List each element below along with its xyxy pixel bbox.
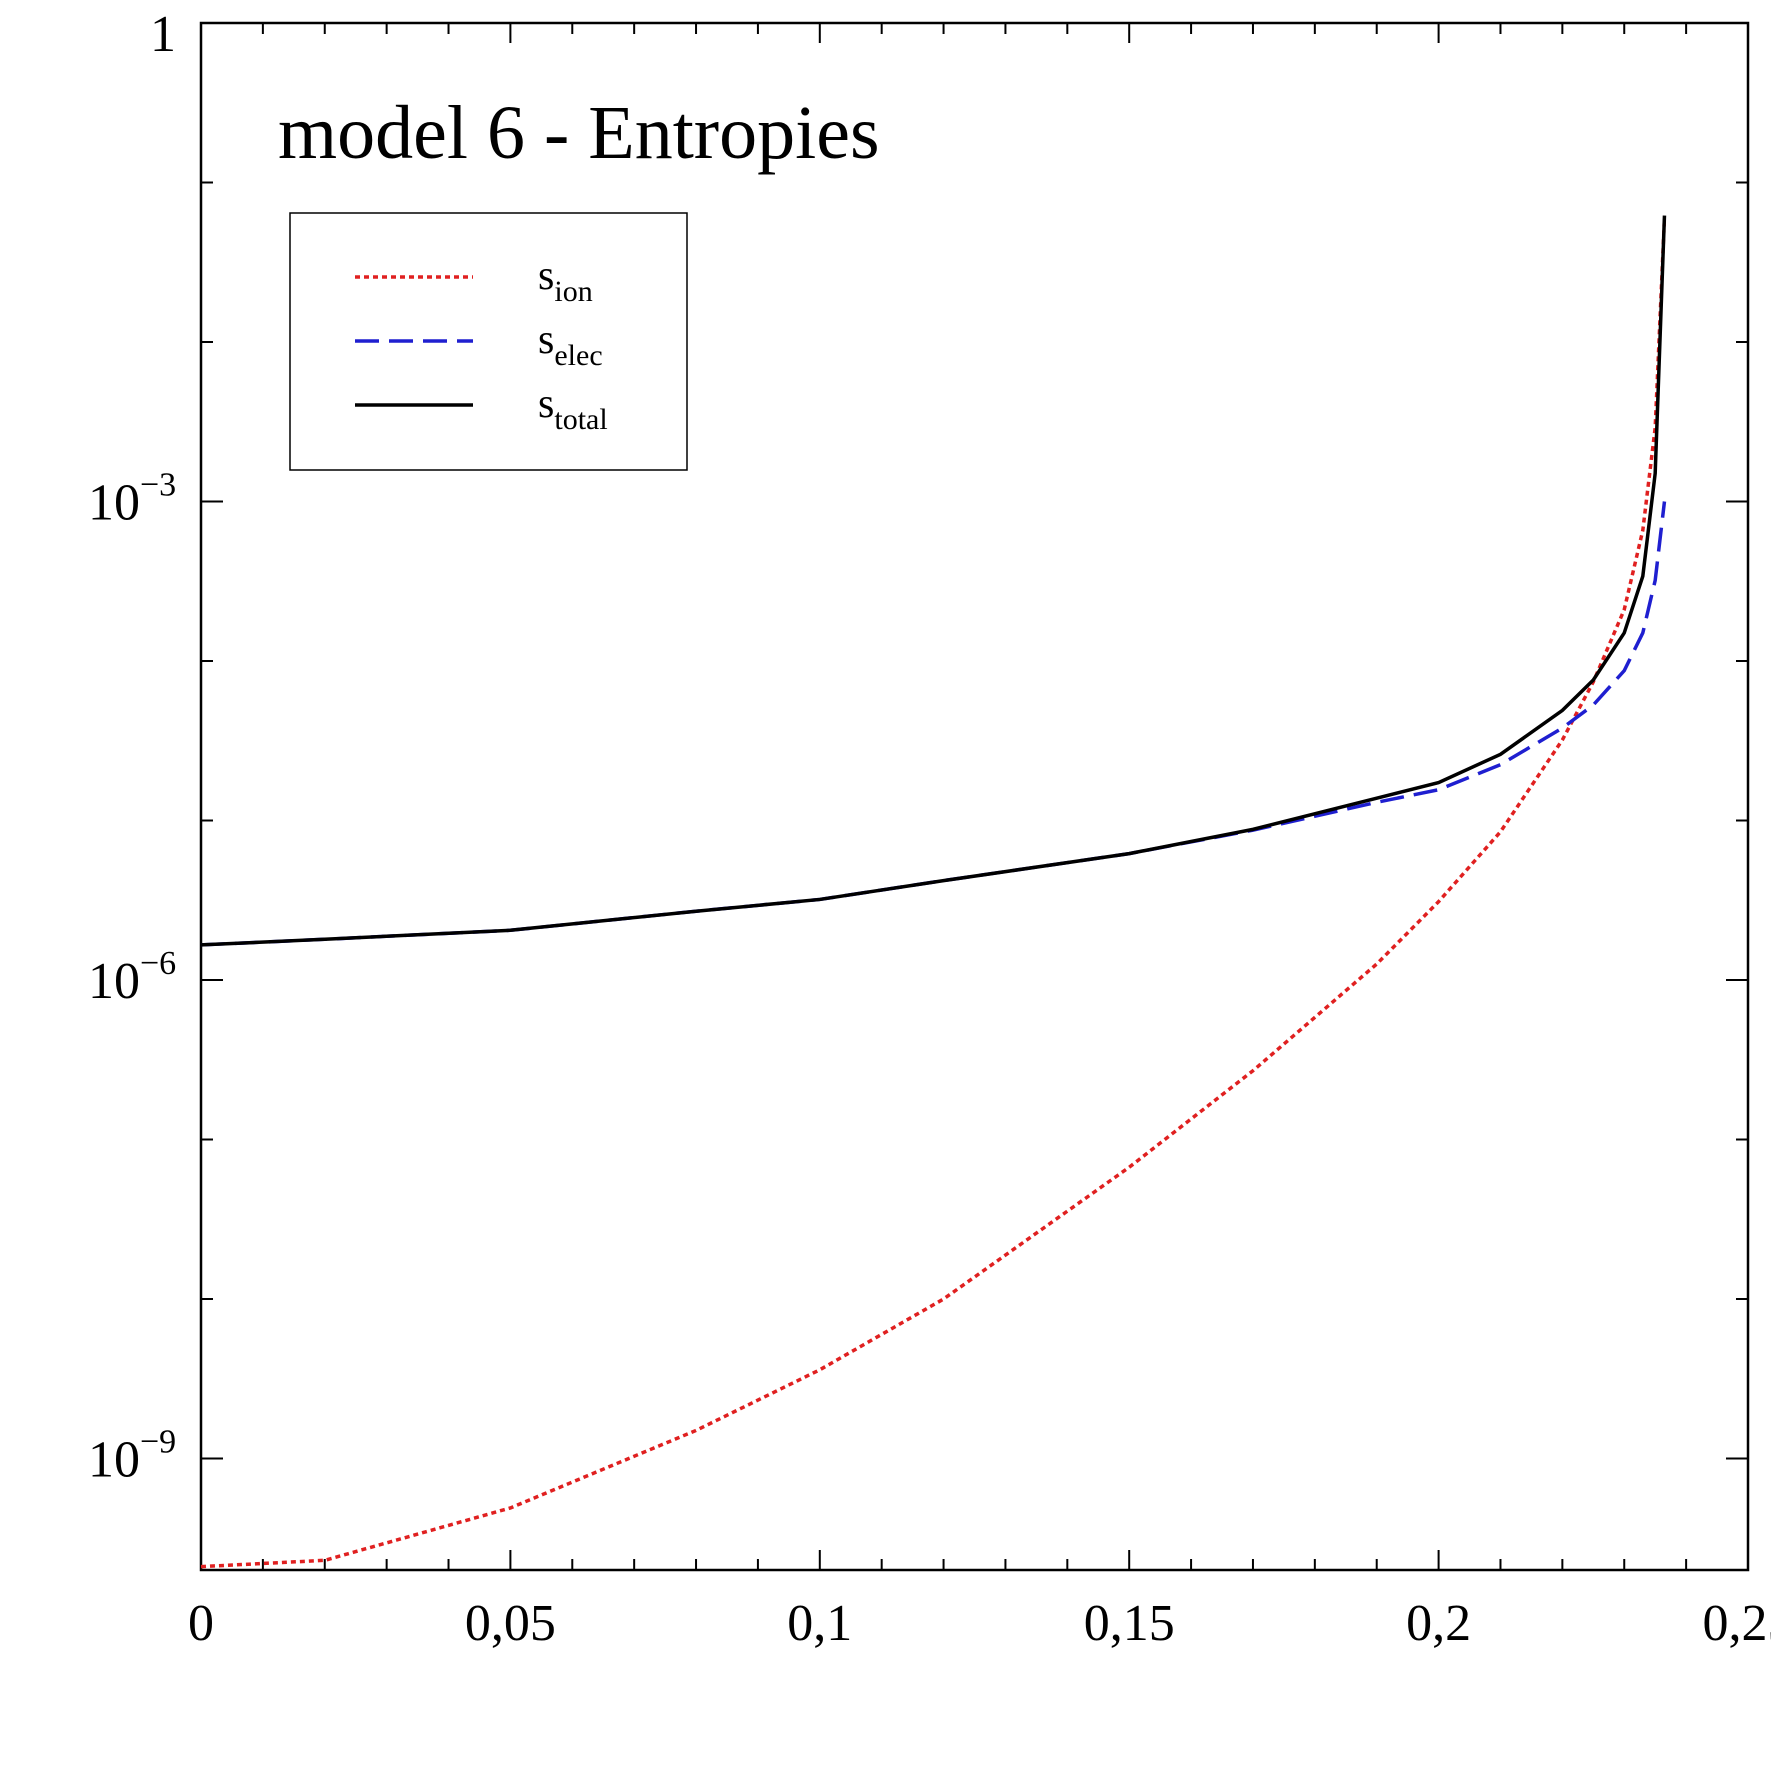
legend-box bbox=[289, 212, 688, 471]
legend-name: s bbox=[538, 253, 554, 299]
y-tick-base: 1 bbox=[150, 6, 176, 63]
legend-subscript: ion bbox=[554, 275, 592, 308]
series-line bbox=[200, 217, 1667, 1569]
y-tick-base: 10 bbox=[88, 953, 140, 1010]
x-tick-label: 0 bbox=[188, 1595, 214, 1652]
legend-subscript: elec bbox=[554, 339, 602, 372]
legend-label: stotal bbox=[538, 381, 608, 436]
legend-label: selec bbox=[538, 317, 603, 372]
legend-name: s bbox=[538, 381, 554, 427]
x-tick-label: 0,15 bbox=[1084, 1595, 1175, 1652]
y-tick-exponent: −3 bbox=[140, 467, 176, 504]
chart-title: model 6 - Entropies bbox=[278, 91, 880, 175]
y-tick-base: 10 bbox=[88, 1432, 140, 1489]
y-tick-label: 10−9 bbox=[88, 1424, 176, 1489]
x-tick-label: 0,05 bbox=[465, 1595, 556, 1652]
y-tick-label: 1 bbox=[150, 6, 176, 63]
y-tick-label: 10−3 bbox=[88, 467, 176, 532]
y-tick-base: 10 bbox=[88, 475, 140, 532]
series-line bbox=[200, 215, 1667, 947]
plot-frame bbox=[199, 21, 1750, 1572]
x-tick-label: 0,2 bbox=[1406, 1595, 1471, 1652]
series-line bbox=[200, 501, 1667, 947]
x-tick-label: 0,1 bbox=[787, 1595, 852, 1652]
y-tick-label: 10−6 bbox=[88, 945, 176, 1010]
y-tick-exponent: −9 bbox=[140, 1424, 176, 1461]
legend-name: s bbox=[538, 317, 554, 363]
legend-subscript: total bbox=[554, 403, 607, 436]
legend-label: sion bbox=[538, 253, 593, 308]
x-tick-label: 0,25 bbox=[1703, 1595, 1771, 1652]
y-tick-exponent: −6 bbox=[140, 945, 176, 982]
